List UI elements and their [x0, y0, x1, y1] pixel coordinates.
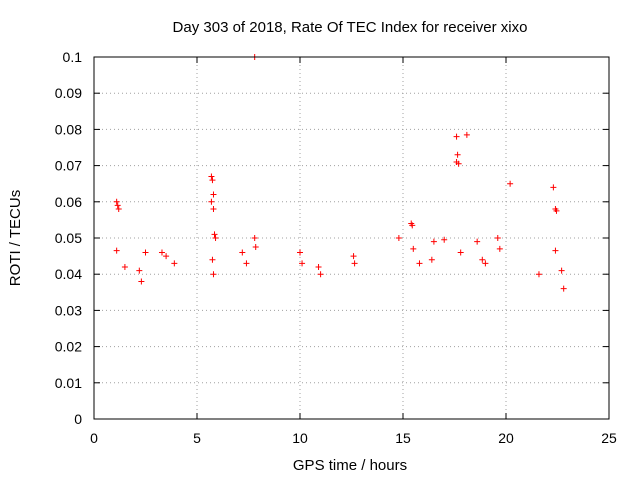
data-point [211, 231, 218, 238]
data-point [252, 244, 259, 251]
x-tick-labels: 0 5 10 15 20 25 [90, 430, 617, 446]
data-point [474, 238, 481, 245]
data-point [163, 253, 170, 260]
data-point [209, 256, 216, 263]
data-point [138, 278, 145, 285]
data-point [550, 184, 557, 191]
data-point [171, 260, 178, 267]
x-tick-label: 0 [90, 430, 98, 446]
data-point [552, 247, 559, 254]
data-point [113, 198, 120, 205]
plot-frame [93, 56, 610, 420]
y-tick-label: 0.02 [55, 339, 82, 355]
data-point [115, 206, 122, 213]
data-point [441, 236, 448, 243]
data-point [243, 260, 250, 267]
data-point [453, 133, 460, 140]
data-point [350, 253, 357, 260]
data-point [212, 235, 219, 241]
data-point [251, 235, 258, 241]
data-point [208, 173, 215, 180]
data-point [210, 271, 217, 278]
x-tick-label: 10 [292, 430, 308, 446]
x-tick-label: 25 [601, 430, 617, 446]
y-tick-label: 0.1 [63, 49, 83, 65]
points-layer [113, 54, 567, 292]
data-point [560, 285, 567, 292]
x-axis-title: GPS time / hours [293, 457, 407, 474]
y-tick-label: 0.09 [55, 85, 82, 101]
data-point [430, 238, 437, 245]
y-tick-label: 0.06 [55, 194, 82, 210]
data-point [142, 249, 149, 256]
y-tick-label: 0 [74, 411, 82, 427]
data-point [553, 207, 560, 214]
y-tick-label: 0.01 [55, 375, 82, 391]
ticks-layer [93, 56, 610, 420]
y-tick-label: 0.05 [55, 230, 82, 246]
y-tick-labels: 0 0.01 0.02 0.03 0.04 0.05 0.06 0.07 0.08 0.09 0.1 [55, 49, 82, 427]
data-point [113, 247, 120, 254]
y-tick-label: 0.03 [55, 302, 82, 318]
data-point [558, 267, 565, 274]
data-point [121, 263, 128, 270]
data-point [409, 222, 416, 229]
data-point [297, 249, 303, 256]
data-point [455, 160, 462, 167]
data-point [208, 198, 215, 205]
data-point [463, 131, 470, 138]
data-point [210, 191, 217, 198]
data-point [496, 245, 503, 252]
data-point [209, 177, 216, 184]
data-point [136, 267, 143, 274]
data-point [416, 260, 423, 267]
data-point [457, 249, 464, 256]
data-point [210, 206, 217, 213]
x-tick-label: 20 [498, 430, 514, 446]
grid-layer [94, 57, 609, 419]
y-tick-label: 0.07 [55, 158, 82, 174]
data-point [317, 271, 324, 278]
data-point [395, 235, 402, 241]
data-point [410, 245, 417, 252]
data-point [494, 235, 501, 241]
data-point [158, 249, 165, 256]
data-point [507, 180, 514, 187]
data-point [535, 271, 542, 278]
data-point [428, 256, 435, 263]
data-point [482, 260, 489, 267]
x-tick-label: 5 [193, 430, 201, 446]
y-axis-title: ROTI / TECUs [7, 190, 24, 286]
data-point [454, 151, 461, 158]
y-tick-label: 0.08 [55, 121, 82, 137]
data-point [315, 263, 322, 270]
x-tick-label: 15 [395, 430, 411, 446]
y-tick-label: 0.04 [55, 266, 82, 282]
data-point [479, 256, 486, 263]
data-point [299, 260, 306, 267]
data-point [239, 249, 246, 256]
chart-title: Day 303 of 2018, Rate Of TEC Index for r… [173, 19, 528, 36]
data-point [351, 260, 358, 267]
data-point [114, 202, 121, 209]
